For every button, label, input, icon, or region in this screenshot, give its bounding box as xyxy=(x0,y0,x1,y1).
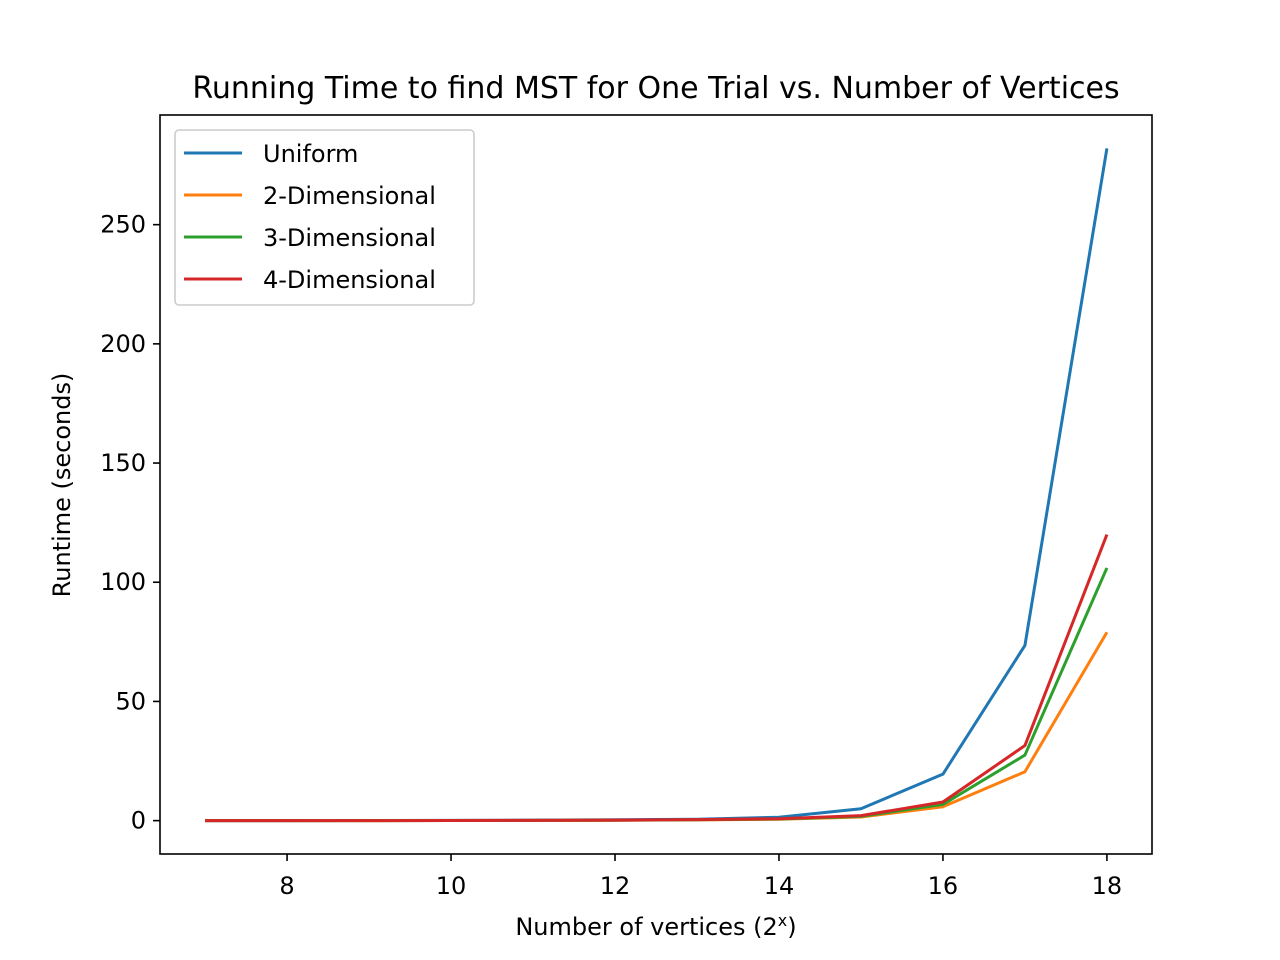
x-tick-label: 8 xyxy=(279,872,294,900)
y-tick-label: 200 xyxy=(100,330,146,358)
y-tick-label: 100 xyxy=(100,568,146,596)
x-tick-label: 16 xyxy=(928,872,959,900)
series-line-4-dimensional xyxy=(205,534,1109,823)
legend-box xyxy=(174,129,475,306)
y-tick-label: 0 xyxy=(131,807,146,835)
x-tick-label: 12 xyxy=(600,872,631,900)
x-axis-label: Number of vertices (2x) xyxy=(515,911,796,942)
y-axis-label: Runtime (seconds) xyxy=(48,373,76,598)
legend-entry-label: 3-Dimensional xyxy=(263,224,436,252)
y-tick-label: 250 xyxy=(100,211,146,239)
legend-entry-label: 2-Dimensional xyxy=(263,182,436,210)
axis-ticks: 8 10 12 14 16 18 0 50 100 150 200 250 xyxy=(100,211,1122,900)
x-tick-label: 14 xyxy=(764,872,795,900)
y-tick-label: 50 xyxy=(115,687,146,715)
legend-entry-label: Uniform xyxy=(263,140,358,168)
y-tick-label: 150 xyxy=(100,449,146,477)
x-tick-label: 10 xyxy=(436,872,467,900)
legend: Uniform 2-Dimensional 3-Dimensional 4-Dimen… xyxy=(174,129,475,306)
legend-entry-label: 4-Dimensional xyxy=(263,266,436,294)
chart-title: Running Time to find MST for One Trial v… xyxy=(192,71,1119,106)
x-tick-label: 18 xyxy=(1092,872,1123,900)
plot-area xyxy=(205,148,1109,823)
plot-frame xyxy=(159,114,1153,855)
